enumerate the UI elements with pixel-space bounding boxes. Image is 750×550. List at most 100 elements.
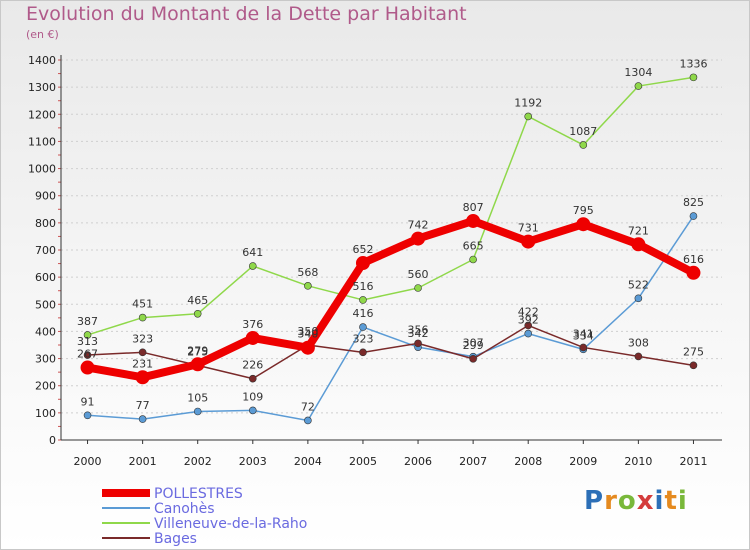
data-label: 350 (297, 325, 318, 338)
data-label: 641 (242, 246, 263, 259)
data-point (300, 340, 315, 355)
x-tick-label: 2011 (679, 455, 707, 468)
y-tick-label: 1300 (28, 81, 56, 94)
data-label: 652 (352, 243, 373, 256)
data-label: 308 (628, 336, 649, 349)
logo-letter: r (604, 486, 618, 516)
data-point (634, 82, 643, 90)
data-point (83, 411, 92, 420)
data-label: 416 (352, 307, 373, 320)
y-tick-label: 1100 (28, 135, 56, 148)
data-label: 72 (301, 400, 315, 413)
data-point (414, 339, 422, 348)
data-label: 323 (132, 332, 153, 345)
data-label: 267 (77, 348, 98, 361)
data-label: 275 (187, 345, 208, 358)
series-line-canoh-s (86, 215, 695, 422)
data-point (359, 323, 367, 331)
data-point (135, 370, 150, 385)
legend-label: POLLESTRES (154, 486, 243, 502)
data-label: 795 (573, 204, 594, 217)
data-point (524, 112, 533, 121)
data-point (138, 313, 147, 322)
data-point (80, 360, 95, 375)
data-point (83, 331, 92, 339)
data-point (248, 374, 257, 383)
chart-subtitle: (en €) (26, 28, 59, 41)
data-point (524, 321, 533, 330)
x-tick-label: 2005 (349, 455, 377, 468)
data-label: 313 (77, 335, 98, 348)
y-tick-label: 100 (35, 407, 56, 420)
y-tick-label: 400 (35, 325, 56, 338)
data-label: 341 (573, 327, 594, 340)
x-tick-label: 2001 (129, 455, 157, 468)
legend-label: Canohès (154, 501, 215, 517)
data-label: 568 (297, 266, 318, 279)
y-tick-label: 500 (35, 298, 56, 311)
x-tick-label: 2009 (569, 455, 597, 468)
data-point (689, 212, 698, 220)
data-point (524, 329, 533, 338)
data-label: 1087 (569, 125, 597, 138)
y-tick-label: 0 (49, 434, 56, 447)
data-label: 340 (297, 328, 318, 341)
x-tick-label: 2006 (404, 455, 432, 468)
data-point (414, 284, 422, 292)
x-tick-label: 2004 (294, 455, 322, 468)
data-label: 516 (352, 280, 373, 293)
y-tick-label: 600 (35, 271, 56, 284)
data-point (634, 294, 643, 303)
data-point (193, 407, 202, 416)
data-label: 105 (187, 392, 208, 405)
chart-title: Evolution du Montant de la Dette par Hab… (26, 3, 467, 25)
data-label: 825 (683, 196, 704, 209)
data-point (83, 351, 92, 359)
data-point (689, 73, 698, 82)
data-label: 1192 (514, 96, 542, 109)
data-point (138, 348, 147, 357)
data-label: 742 (408, 219, 429, 232)
logo-letter: i (654, 486, 665, 516)
x-tick-label: 2008 (514, 455, 542, 468)
data-point (193, 309, 202, 318)
data-label: 342 (408, 327, 429, 340)
data-point (579, 343, 588, 352)
proxiti-logo: Proxiti (584, 486, 688, 516)
y-tick-label: 1000 (28, 163, 56, 176)
x-tick-label: 2000 (74, 455, 102, 468)
y-tick-label: 300 (35, 353, 56, 366)
y-tick-label: 1200 (28, 108, 56, 121)
data-point (355, 256, 370, 271)
x-tick-label: 2010 (624, 455, 652, 468)
data-label: 522 (628, 278, 649, 291)
data-point (466, 213, 481, 228)
data-label: 560 (408, 268, 429, 281)
data-point (248, 262, 257, 270)
data-point (359, 296, 367, 304)
data-point (359, 348, 367, 357)
data-label: 334 (573, 329, 594, 342)
legend-label: Villeneuve-de-la-Raho (154, 516, 307, 532)
data-point (576, 217, 591, 232)
data-label: 299 (463, 339, 484, 352)
data-point (579, 141, 588, 149)
logo-letter: i (677, 486, 688, 516)
data-point (411, 231, 426, 246)
data-label: 807 (463, 201, 484, 214)
data-point (304, 282, 312, 290)
series-line-pollestres (83, 216, 698, 382)
logo-letter: x (636, 486, 655, 516)
data-point (634, 352, 643, 361)
data-point (190, 357, 205, 372)
data-point (686, 265, 701, 280)
data-label: 77 (136, 399, 150, 412)
data-point (631, 237, 646, 252)
data-label: 91 (81, 395, 95, 408)
data-point (248, 406, 257, 415)
data-label: 279 (187, 344, 208, 357)
y-tick-label: 900 (35, 190, 56, 203)
data-point (138, 415, 147, 423)
